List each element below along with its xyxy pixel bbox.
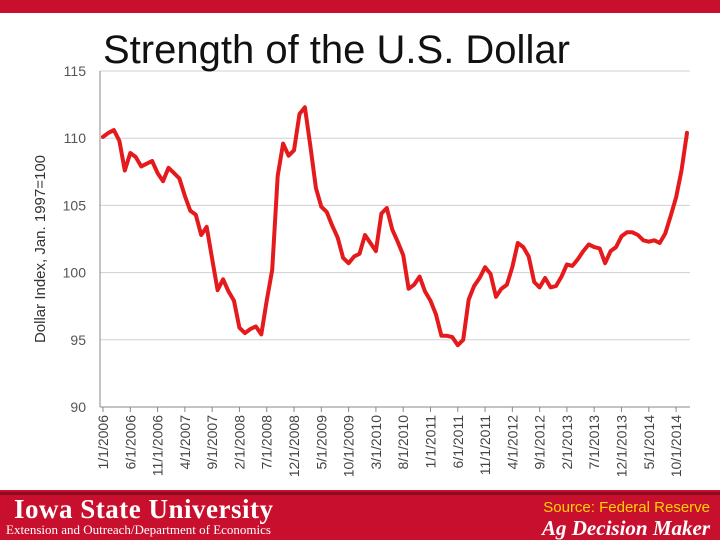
y-tick-label: 100 <box>63 265 87 281</box>
x-tick-label: 11/1/2011 <box>477 415 493 475</box>
series-line-dollar-index <box>101 105 689 348</box>
y-axis-label: Dollar Index, Jan. 1997=100 <box>32 155 49 343</box>
y-tick-label: 110 <box>64 130 87 146</box>
x-tick-label: 10/1/2014 <box>668 415 684 477</box>
footer-banner <box>0 490 720 540</box>
x-tick-label: 4/1/2012 <box>504 415 520 470</box>
x-tick-label: 12/1/2013 <box>614 415 630 477</box>
source-note: Source: Federal Reserve <box>543 499 710 516</box>
x-tick-label: 8/1/2010 <box>395 415 411 470</box>
x-tick-label: 6/1/2006 <box>122 415 138 470</box>
top-stripe <box>0 0 720 13</box>
university-logo-text: Iowa State University <box>14 494 274 524</box>
x-tick-labels: 1/1/2006 6/1/2006 11/1/2006 4/1/2007 9/1/200… <box>95 407 684 477</box>
y-tick-label: 115 <box>64 63 87 79</box>
x-tick-label: 5/1/2014 <box>641 415 657 470</box>
x-tick-label: 6/1/2011 <box>450 415 466 469</box>
x-tick-label: 10/1/2009 <box>341 415 357 477</box>
x-tick-label: 2/1/2008 <box>231 415 247 470</box>
y-tick-labels: 90 95 100 105 110 115 <box>63 63 87 415</box>
x-tick-label: 1/1/2011 <box>422 415 438 469</box>
x-tick-label: 1/1/2006 <box>95 415 111 470</box>
chart-title: Strength of the U.S. Dollar <box>103 28 570 72</box>
x-tick-label: 9/1/2012 <box>532 415 548 470</box>
x-tick-label: 3/1/2010 <box>368 415 384 470</box>
y-tick-label: 105 <box>63 197 87 213</box>
x-tick-label: 2/1/2013 <box>559 415 575 470</box>
y-tick-label: 95 <box>70 332 86 348</box>
line-chart: 90 95 100 105 110 115 1/1/2006 6/1/2006 11/1/20… <box>32 63 690 477</box>
y-tick-label: 90 <box>70 399 86 415</box>
department-text: Extension and Outreach/Department of Eco… <box>6 522 271 537</box>
x-tick-label: 5/1/2009 <box>313 415 329 470</box>
x-tick-label: 7/1/2008 <box>259 415 275 470</box>
brand-text: Ag Decision Maker <box>542 516 710 540</box>
footer-divider <box>0 492 720 495</box>
x-tick-label: 12/1/2008 <box>286 415 302 477</box>
x-tick-label: 9/1/2007 <box>204 415 220 470</box>
x-tick-label: 4/1/2007 <box>177 415 193 470</box>
x-tick-label: 7/1/2013 <box>586 415 602 470</box>
x-tick-label: 11/1/2006 <box>150 415 166 476</box>
